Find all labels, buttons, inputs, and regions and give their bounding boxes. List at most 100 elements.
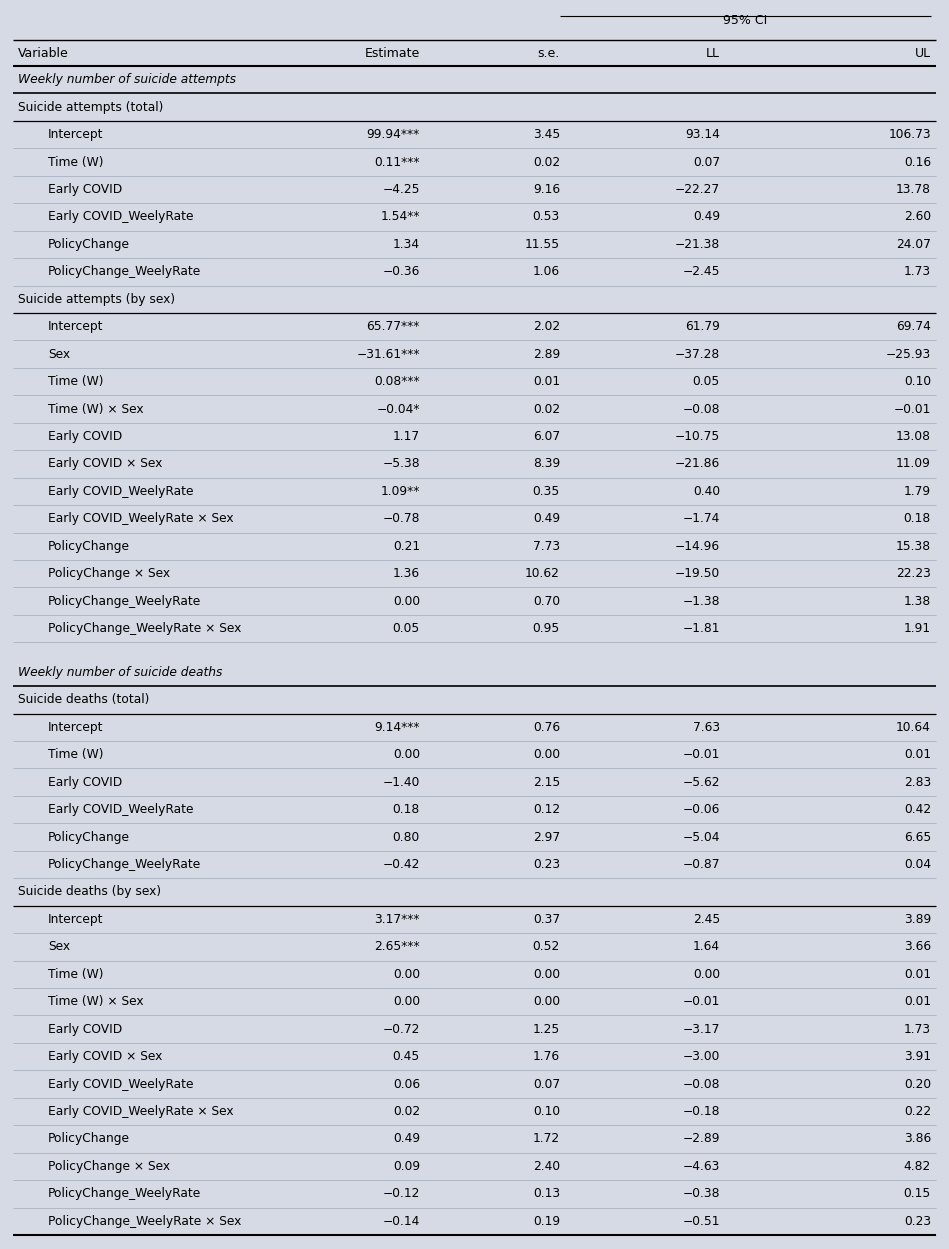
- Text: Weekly number of suicide deaths: Weekly number of suicide deaths: [18, 666, 222, 679]
- Text: 8.39: 8.39: [532, 457, 560, 471]
- Text: Early COVID × Sex: Early COVID × Sex: [48, 1050, 162, 1063]
- Text: 0.13: 0.13: [533, 1188, 560, 1200]
- Text: 0.15: 0.15: [903, 1188, 931, 1200]
- Text: 1.36: 1.36: [393, 567, 420, 581]
- Text: Early COVID: Early COVID: [48, 776, 122, 788]
- Text: 3.45: 3.45: [532, 129, 560, 141]
- Text: 0.10: 0.10: [903, 375, 931, 388]
- Text: −22.27: −22.27: [675, 184, 720, 196]
- Text: Early COVID: Early COVID: [48, 184, 122, 196]
- Text: 0.07: 0.07: [693, 156, 720, 169]
- Text: −4.63: −4.63: [682, 1160, 720, 1173]
- Text: 7.73: 7.73: [533, 540, 560, 553]
- Text: 0.01: 0.01: [903, 995, 931, 1008]
- Text: 0.18: 0.18: [393, 803, 420, 816]
- Text: 0.21: 0.21: [393, 540, 420, 553]
- Text: −5.04: −5.04: [682, 831, 720, 843]
- Text: 9.16: 9.16: [533, 184, 560, 196]
- Text: 0.00: 0.00: [393, 595, 420, 607]
- Text: PolicyChange: PolicyChange: [48, 1133, 130, 1145]
- Text: −0.38: −0.38: [682, 1188, 720, 1200]
- Text: 1.72: 1.72: [533, 1133, 560, 1145]
- Text: Intercept: Intercept: [48, 129, 103, 141]
- Text: −0.18: −0.18: [682, 1105, 720, 1118]
- Text: −0.08: −0.08: [682, 402, 720, 416]
- Text: 0.53: 0.53: [532, 210, 560, 224]
- Text: 1.73: 1.73: [903, 1023, 931, 1035]
- Text: 2.65***: 2.65***: [374, 940, 420, 953]
- Text: −0.01: −0.01: [894, 402, 931, 416]
- Text: 9.14***: 9.14***: [375, 721, 420, 734]
- Text: Suicide attempts (total): Suicide attempts (total): [18, 101, 163, 114]
- Text: LL: LL: [706, 46, 720, 60]
- Text: 0.40: 0.40: [693, 485, 720, 498]
- Text: 1.54**: 1.54**: [381, 210, 420, 224]
- Text: 0.80: 0.80: [393, 831, 420, 843]
- Text: −0.12: −0.12: [382, 1188, 420, 1200]
- Text: Early COVID: Early COVID: [48, 430, 122, 443]
- Text: Intercept: Intercept: [48, 721, 103, 734]
- Text: 0.01: 0.01: [903, 968, 931, 980]
- Text: −0.04*: −0.04*: [377, 402, 420, 416]
- Text: Time (W): Time (W): [48, 375, 103, 388]
- Text: 1.17: 1.17: [393, 430, 420, 443]
- Text: 0.70: 0.70: [533, 595, 560, 607]
- Text: 0.08***: 0.08***: [374, 375, 420, 388]
- Text: 0.11***: 0.11***: [375, 156, 420, 169]
- Text: Time (W): Time (W): [48, 156, 103, 169]
- Text: −14.96: −14.96: [675, 540, 720, 553]
- Text: −1.40: −1.40: [382, 776, 420, 788]
- Text: 3.89: 3.89: [903, 913, 931, 926]
- Text: −37.28: −37.28: [675, 347, 720, 361]
- Text: 10.64: 10.64: [896, 721, 931, 734]
- Text: 6.65: 6.65: [903, 831, 931, 843]
- Text: 3.86: 3.86: [903, 1133, 931, 1145]
- Text: 0.22: 0.22: [903, 1105, 931, 1118]
- Text: 3.66: 3.66: [903, 940, 931, 953]
- Text: 2.15: 2.15: [532, 776, 560, 788]
- Text: 2.02: 2.02: [533, 320, 560, 333]
- Text: Early COVID_WeelyRate: Early COVID_WeelyRate: [48, 210, 194, 224]
- Text: Time (W) × Sex: Time (W) × Sex: [48, 995, 143, 1008]
- Text: −19.50: −19.50: [675, 567, 720, 581]
- Text: 0.10: 0.10: [533, 1105, 560, 1118]
- Text: PolicyChange: PolicyChange: [48, 237, 130, 251]
- Text: −21.86: −21.86: [675, 457, 720, 471]
- Text: −0.51: −0.51: [682, 1215, 720, 1228]
- Text: 0.01: 0.01: [903, 748, 931, 762]
- Text: 1.06: 1.06: [533, 265, 560, 279]
- Text: 2.89: 2.89: [532, 347, 560, 361]
- Text: 1.91: 1.91: [903, 622, 931, 634]
- Text: 6.07: 6.07: [533, 430, 560, 443]
- Text: 1.38: 1.38: [903, 595, 931, 607]
- Text: 65.77***: 65.77***: [366, 320, 420, 333]
- Text: 0.16: 0.16: [903, 156, 931, 169]
- Text: 10.62: 10.62: [525, 567, 560, 581]
- Text: −0.42: −0.42: [382, 858, 420, 871]
- Text: 0.49: 0.49: [393, 1133, 420, 1145]
- Text: 0.45: 0.45: [393, 1050, 420, 1063]
- Text: Early COVID_WeelyRate × Sex: Early COVID_WeelyRate × Sex: [48, 512, 233, 526]
- Text: 1.25: 1.25: [532, 1023, 560, 1035]
- Text: PolicyChange_WeelyRate: PolicyChange_WeelyRate: [48, 1188, 201, 1200]
- Text: 1.79: 1.79: [903, 485, 931, 498]
- Text: −21.38: −21.38: [675, 237, 720, 251]
- Text: 0.00: 0.00: [533, 748, 560, 762]
- Text: −0.78: −0.78: [382, 512, 420, 526]
- Text: PolicyChange_WeelyRate × Sex: PolicyChange_WeelyRate × Sex: [48, 1215, 241, 1228]
- Text: 0.19: 0.19: [533, 1215, 560, 1228]
- Text: 106.73: 106.73: [888, 129, 931, 141]
- Text: 0.09: 0.09: [393, 1160, 420, 1173]
- Text: −2.89: −2.89: [682, 1133, 720, 1145]
- Text: Suicide attempts (by sex): Suicide attempts (by sex): [18, 292, 176, 306]
- Text: −31.61***: −31.61***: [357, 347, 420, 361]
- Text: −0.87: −0.87: [682, 858, 720, 871]
- Text: 2.83: 2.83: [903, 776, 931, 788]
- Text: 69.74: 69.74: [896, 320, 931, 333]
- Text: 1.73: 1.73: [903, 265, 931, 279]
- Text: 3.17***: 3.17***: [375, 913, 420, 926]
- Text: 0.04: 0.04: [903, 858, 931, 871]
- Text: 95% CI: 95% CI: [723, 14, 768, 27]
- Text: 1.34: 1.34: [393, 237, 420, 251]
- Text: −0.72: −0.72: [382, 1023, 420, 1035]
